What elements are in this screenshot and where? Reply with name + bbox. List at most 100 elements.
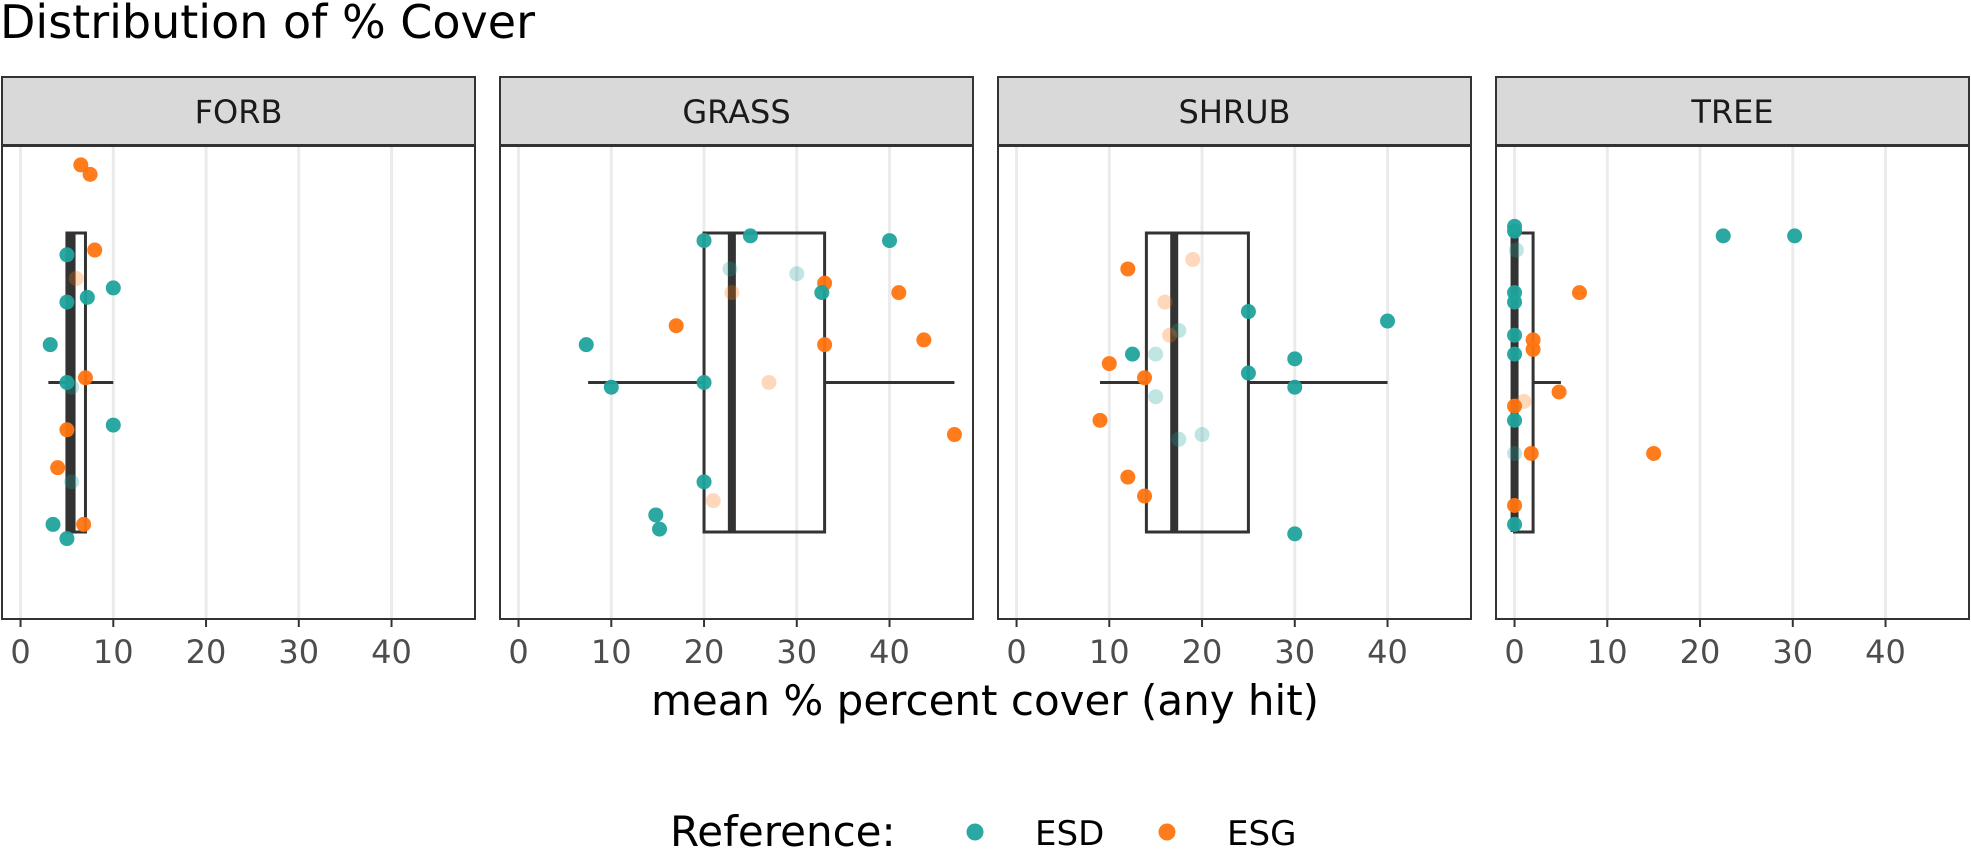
data-point-esd [59, 531, 75, 547]
x-tick-label: 40 [371, 633, 412, 671]
data-point-esd [42, 337, 58, 353]
panel-border [1, 145, 476, 620]
x-tick-label: 40 [1367, 633, 1408, 671]
legend: Reference: ESD ESG [670, 807, 1296, 849]
data-point-esd [1507, 223, 1523, 239]
data-point-esd [1148, 389, 1164, 405]
x-tick-label: 40 [869, 633, 910, 671]
facet-strip-label: GRASS [682, 93, 790, 131]
data-point-esg [77, 370, 93, 386]
data-point-esg [50, 460, 66, 476]
data-point-esg [817, 337, 833, 353]
x-tick-label: 0 [10, 633, 30, 671]
data-point-esg [1551, 384, 1567, 400]
data-point-esd [64, 379, 80, 395]
data-point-esd [696, 474, 712, 490]
data-point-esd [1287, 526, 1303, 542]
x-tick-label: 20 [186, 633, 227, 671]
data-point-esg [1507, 398, 1523, 414]
facets-layer: FORB 0 10 20 30 40 GRASS 0 10 20 30 40 SHRUB 0 10 20 30 4… [1, 76, 1970, 671]
data-point-esd [1171, 322, 1187, 338]
data-point-esg [1185, 252, 1201, 268]
facet-forb: FORB 0 10 20 30 40 [1, 76, 476, 671]
x-tick-label: 20 [1182, 633, 1223, 671]
facet-strip-label: TREE [1690, 93, 1773, 131]
facet-strip-label: SHRUB [1179, 93, 1291, 131]
data-point-esd [1507, 294, 1523, 310]
data-point-esg [668, 318, 684, 334]
data-point-esd [742, 228, 758, 244]
legend-key-esg [1158, 823, 1176, 841]
data-point-esd [652, 521, 668, 537]
x-tick-label: 10 [93, 633, 134, 671]
data-point-esg [76, 516, 92, 532]
x-tick-label: 30 [1274, 633, 1315, 671]
panel-background [1496, 146, 1969, 619]
data-point-esd [1240, 365, 1256, 381]
x-tick-label: 20 [1680, 633, 1721, 671]
facet-strip [997, 76, 1472, 146]
data-point-esd [1287, 379, 1303, 395]
data-point-esd [79, 289, 95, 305]
data-point-esd [1124, 346, 1140, 362]
facet-strip-label: FORB [195, 93, 283, 131]
data-point-esd [1240, 304, 1256, 320]
panel-border [1495, 145, 1970, 620]
data-point-esd [696, 375, 712, 390]
x-tick-label: 10 [1587, 633, 1628, 671]
data-point-esg [87, 242, 103, 258]
legend-title: Reference: [670, 807, 896, 849]
x-tick-label: 20 [684, 633, 725, 671]
data-point-esg [761, 375, 777, 390]
data-point-esg [1120, 261, 1136, 277]
data-point-esg [1525, 341, 1541, 357]
data-point-esd [1194, 427, 1210, 443]
x-tick-label: 0 [1504, 633, 1524, 671]
data-point-esd [603, 379, 619, 395]
data-point-esg [1120, 469, 1136, 485]
data-point-esg [1137, 488, 1153, 504]
data-point-esd [1507, 327, 1523, 343]
data-point-esd [814, 285, 830, 301]
data-point-esg [1157, 294, 1173, 310]
data-point-esg [705, 493, 721, 509]
data-point-esd [1507, 346, 1523, 362]
data-point-esd [1787, 228, 1803, 244]
data-point-esd [1508, 242, 1524, 258]
chart-title: Distribution of % Cover [0, 0, 535, 49]
data-point-esd [59, 247, 75, 263]
facet-grass: GRASS 0 10 20 30 40 [499, 76, 974, 671]
panel-border [997, 145, 1472, 620]
facet-shrub: SHRUB 0 10 20 30 40 [997, 76, 1472, 671]
legend-label-esg: ESG [1227, 814, 1296, 849]
x-tick-label: 0 [508, 633, 528, 671]
x-axis-label: mean % percent cover (any hit) [651, 676, 1319, 725]
x-tick-label: 10 [591, 633, 632, 671]
data-point-esd [789, 266, 805, 282]
legend-label-esd: ESD [1035, 814, 1104, 849]
data-point-esd [882, 233, 898, 249]
data-point-esg [1571, 285, 1587, 301]
data-point-esd [1715, 228, 1731, 244]
legend-key-esd [966, 823, 984, 841]
facet-strip [1, 76, 476, 146]
x-tick-label: 10 [1089, 633, 1130, 671]
data-point-esd [696, 233, 712, 249]
x-tick-label: 30 [776, 633, 817, 671]
x-tick-label: 0 [1006, 633, 1026, 671]
data-point-esg [1137, 370, 1153, 386]
data-point-esd [722, 261, 738, 277]
x-tick-label: 40 [1865, 633, 1906, 671]
data-point-esd [105, 280, 121, 296]
data-point-esd [59, 375, 75, 390]
facet-tree: TREE 0 10 20 30 40 [1495, 76, 1970, 671]
data-point-esd [64, 474, 80, 490]
data-point-esd [105, 417, 121, 433]
x-tick-label: 30 [1772, 633, 1813, 671]
data-point-esg [946, 427, 962, 443]
data-point-esd [1380, 313, 1396, 329]
data-point-esd [1287, 351, 1303, 367]
data-point-esd [648, 507, 664, 523]
legend-entries: ESD ESG [966, 814, 1296, 849]
